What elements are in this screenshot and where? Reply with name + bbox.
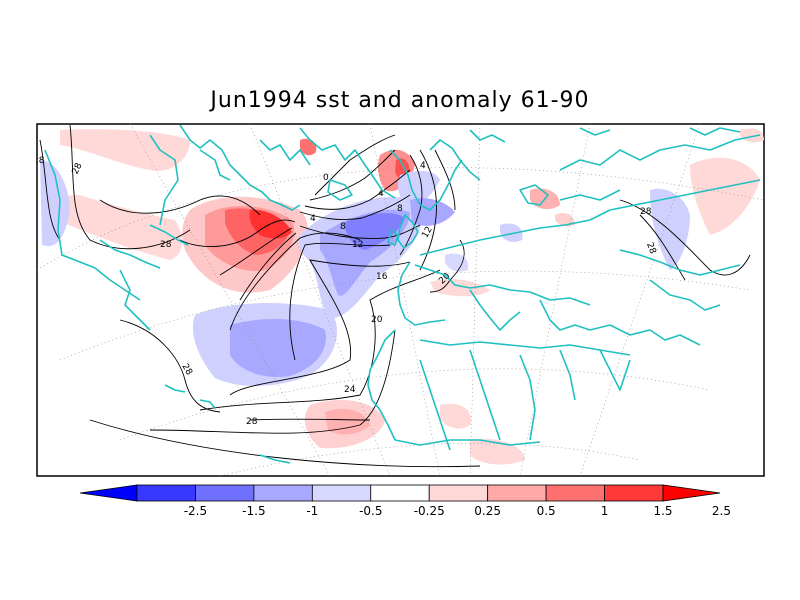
contour-label: 28 — [644, 241, 657, 255]
graticule — [37, 124, 764, 476]
contour-label: 28 — [640, 207, 652, 217]
contour-label: 12 — [420, 225, 434, 240]
colorbar-arrow-high — [662, 484, 721, 502]
contour-label: 28 — [33, 156, 45, 166]
colorbar-swatch — [311, 484, 372, 502]
contour-label: 8 — [397, 204, 403, 214]
contour-label: 28 — [246, 417, 258, 427]
colorbar: -2.5 -1.5 -1 -0.5 -0.25 0.25 0.5 1 1.5 2.5 — [79, 484, 731, 518]
contour-label: 16 — [376, 272, 388, 282]
colorbar-tick-label: -2.5 — [184, 504, 207, 518]
colorbar-swatch — [487, 484, 547, 502]
colorbar-swatch — [195, 484, 255, 502]
contour-label: 12 — [352, 240, 363, 250]
colorbar-swatch — [370, 484, 430, 502]
contour-label: 8 — [340, 222, 346, 232]
contour-label: 28 — [160, 240, 172, 250]
colorbar-tick-label: 1 — [601, 504, 609, 518]
map-title: Jun1994 sst and anomaly 61-90 — [210, 88, 590, 113]
colorbar-swatch — [136, 484, 196, 502]
contour-label: 4 — [420, 161, 426, 171]
contour-label: 28 — [71, 161, 85, 176]
colorbar-tick-label: -0.25 — [414, 504, 445, 518]
contour-label: 0 — [323, 173, 329, 183]
colorbar-swatch — [253, 484, 313, 502]
colorbar-tick-label: -0.5 — [359, 504, 382, 518]
contour-label: 4 — [378, 189, 384, 199]
colorbar-swatch — [604, 484, 664, 502]
coastlines — [44, 124, 761, 464]
colorbar-swatch — [545, 484, 605, 502]
colorbar-tick-label: -1 — [306, 504, 318, 518]
colorbar-tick-label: 0.5 — [537, 504, 556, 518]
contour-label: 20 — [371, 315, 383, 325]
contour-label: 4 — [310, 214, 316, 224]
colorbar-tick-label: 0.25 — [474, 504, 501, 518]
colorbar-tick-label: -1.5 — [242, 504, 265, 518]
colorbar-tick-label: 1.5 — [653, 504, 672, 518]
colorbar-swatch — [428, 484, 489, 502]
contour-labels: 28 28 28 28 28 28 0 4 4 8 8 12 12 16 20 … — [33, 156, 657, 427]
contour-label: 24 — [344, 385, 356, 395]
colorbar-tick-label: 2.5 — [712, 504, 731, 518]
colorbar-arrow-low — [79, 484, 138, 502]
